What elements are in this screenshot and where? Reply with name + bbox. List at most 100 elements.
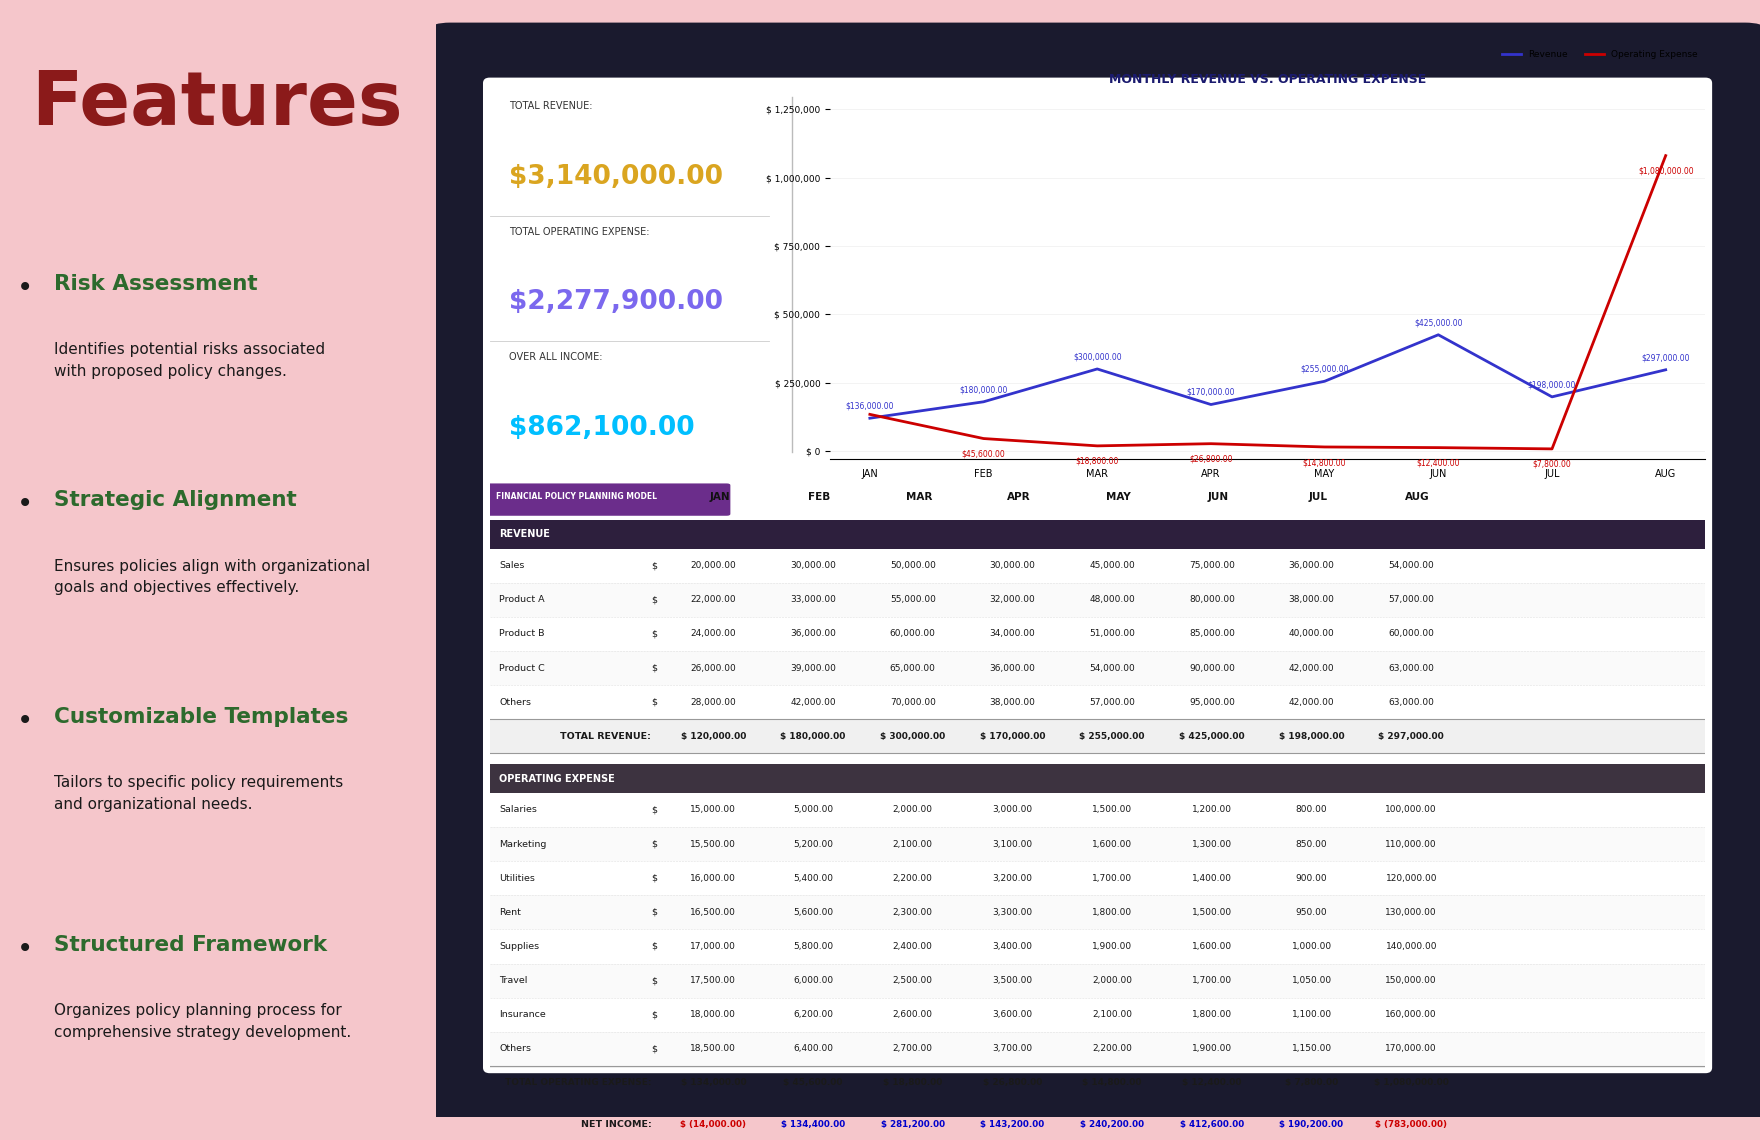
Text: $ 300,000.00: $ 300,000.00	[880, 732, 945, 741]
Text: $: $	[651, 629, 658, 638]
Text: 36,000.00: 36,000.00	[790, 629, 836, 638]
Text: $862,100.00: $862,100.00	[509, 415, 695, 441]
Text: 120,000.00: 120,000.00	[1385, 873, 1436, 882]
Text: 95,000.00: 95,000.00	[1190, 698, 1236, 707]
Text: $: $	[651, 839, 658, 848]
Text: Ensures policies align with organizational
goals and objectives effectively.: Ensures policies align with organization…	[55, 559, 370, 595]
Text: 1,900.00: 1,900.00	[1192, 1044, 1232, 1053]
Text: $2,277,900.00: $2,277,900.00	[509, 290, 723, 316]
Text: $ 7,800.00: $ 7,800.00	[1285, 1078, 1338, 1088]
Text: $: $	[651, 663, 658, 673]
Text: 24,000.00: 24,000.00	[690, 629, 736, 638]
Text: •: •	[16, 935, 33, 963]
Text: TOTAL OPERATING EXPENSE:: TOTAL OPERATING EXPENSE:	[505, 1078, 651, 1088]
Bar	[489, 793, 1705, 826]
Text: 26,000.00: 26,000.00	[690, 663, 736, 673]
Bar	[489, 685, 1705, 719]
Text: OPERATING EXPENSE: OPERATING EXPENSE	[500, 774, 614, 783]
Text: 42,000.00: 42,000.00	[1288, 698, 1334, 707]
Text: $ 255,000.00: $ 255,000.00	[1079, 732, 1146, 741]
Text: MAY: MAY	[1105, 491, 1130, 502]
Text: 1,500.00: 1,500.00	[1192, 907, 1232, 917]
Text: $12,400.00: $12,400.00	[1417, 458, 1461, 467]
Text: $ 190,200.00: $ 190,200.00	[1280, 1119, 1343, 1129]
Text: 51,000.00: 51,000.00	[1089, 629, 1135, 638]
Text: •: •	[16, 274, 33, 302]
Text: OVER ALL INCOME:: OVER ALL INCOME:	[509, 352, 604, 363]
Text: •: •	[16, 490, 33, 519]
Bar	[489, 719, 1705, 754]
Text: AUG: AUG	[1404, 491, 1429, 502]
Text: 2,100.00: 2,100.00	[892, 839, 933, 848]
Text: $300,000.00: $300,000.00	[1074, 352, 1121, 361]
Bar	[489, 651, 1705, 685]
FancyBboxPatch shape	[486, 483, 730, 515]
Text: $: $	[651, 907, 658, 917]
Text: 100,000.00: 100,000.00	[1385, 806, 1438, 814]
Text: 55,000.00: 55,000.00	[891, 595, 936, 604]
Text: 80,000.00: 80,000.00	[1190, 595, 1236, 604]
Text: $ 281,200.00: $ 281,200.00	[880, 1119, 945, 1129]
Text: $ 180,000.00: $ 180,000.00	[780, 732, 847, 741]
Text: 3,400.00: 3,400.00	[993, 942, 1033, 951]
Text: TOTAL REVENUE:: TOTAL REVENUE:	[509, 101, 593, 111]
Text: 75,000.00: 75,000.00	[1190, 561, 1236, 570]
Text: 3,100.00: 3,100.00	[993, 839, 1033, 848]
Text: 30,000.00: 30,000.00	[790, 561, 836, 570]
Text: 5,000.00: 5,000.00	[794, 806, 832, 814]
Text: 2,200.00: 2,200.00	[1093, 1044, 1132, 1053]
Text: 63,000.00: 63,000.00	[1389, 663, 1434, 673]
Text: 22,000.00: 22,000.00	[690, 595, 736, 604]
Bar	[489, 1032, 1705, 1066]
Text: 15,000.00: 15,000.00	[690, 806, 736, 814]
Text: 39,000.00: 39,000.00	[790, 663, 836, 673]
Text: $: $	[651, 976, 658, 985]
Text: 50,000.00: 50,000.00	[891, 561, 936, 570]
Text: $: $	[651, 942, 658, 951]
Bar	[489, 895, 1705, 929]
Text: 1,200.00: 1,200.00	[1192, 806, 1232, 814]
Text: $ 18,800.00: $ 18,800.00	[884, 1078, 942, 1088]
Text: 2,200.00: 2,200.00	[892, 873, 933, 882]
Text: 60,000.00: 60,000.00	[1389, 629, 1434, 638]
Text: 2,500.00: 2,500.00	[892, 976, 933, 985]
Bar	[489, 998, 1705, 1032]
Text: 2,300.00: 2,300.00	[892, 907, 933, 917]
Text: Sales: Sales	[500, 561, 524, 570]
Text: 2,700.00: 2,700.00	[892, 1044, 933, 1053]
Text: 1,500.00: 1,500.00	[1093, 806, 1132, 814]
Text: $425,000.00: $425,000.00	[1413, 318, 1463, 327]
Text: 85,000.00: 85,000.00	[1190, 629, 1236, 638]
Text: 32,000.00: 32,000.00	[989, 595, 1035, 604]
Text: Structured Framework: Structured Framework	[55, 935, 327, 955]
Text: $26,800.00: $26,800.00	[1190, 455, 1232, 464]
Text: 30,000.00: 30,000.00	[989, 561, 1035, 570]
Text: 42,000.00: 42,000.00	[790, 698, 836, 707]
Text: $ 425,000.00: $ 425,000.00	[1179, 732, 1244, 741]
Text: TOTAL OPERATING EXPENSE:: TOTAL OPERATING EXPENSE:	[509, 227, 649, 237]
Text: Product B: Product B	[500, 629, 546, 638]
Text: 20,000.00: 20,000.00	[690, 561, 736, 570]
Text: MAR: MAR	[906, 491, 933, 502]
Text: •: •	[16, 707, 33, 735]
Text: 130,000.00: 130,000.00	[1385, 907, 1438, 917]
Text: 36,000.00: 36,000.00	[989, 663, 1035, 673]
Text: $: $	[651, 806, 658, 814]
Text: $ 12,400.00: $ 12,400.00	[1183, 1078, 1241, 1088]
Text: $45,600.00: $45,600.00	[961, 449, 1005, 458]
Text: 57,000.00: 57,000.00	[1389, 595, 1434, 604]
Text: 2,600.00: 2,600.00	[892, 1010, 933, 1019]
Text: 1,100.00: 1,100.00	[1292, 1010, 1332, 1019]
Text: 5,200.00: 5,200.00	[794, 839, 832, 848]
Text: NET INCOME:: NET INCOME:	[581, 1119, 651, 1129]
Text: $255,000.00: $255,000.00	[1301, 365, 1348, 374]
Text: 38,000.00: 38,000.00	[1288, 595, 1334, 604]
Text: Features: Features	[32, 68, 403, 141]
Text: 950.00: 950.00	[1295, 907, 1327, 917]
Text: $ 45,600.00: $ 45,600.00	[783, 1078, 843, 1088]
Text: $14,800.00: $14,800.00	[1302, 458, 1346, 467]
Text: 160,000.00: 160,000.00	[1385, 1010, 1438, 1019]
Legend: Revenue, Operating Expense: Revenue, Operating Expense	[1500, 47, 1700, 63]
Text: 34,000.00: 34,000.00	[989, 629, 1035, 638]
Text: 150,000.00: 150,000.00	[1385, 976, 1438, 985]
